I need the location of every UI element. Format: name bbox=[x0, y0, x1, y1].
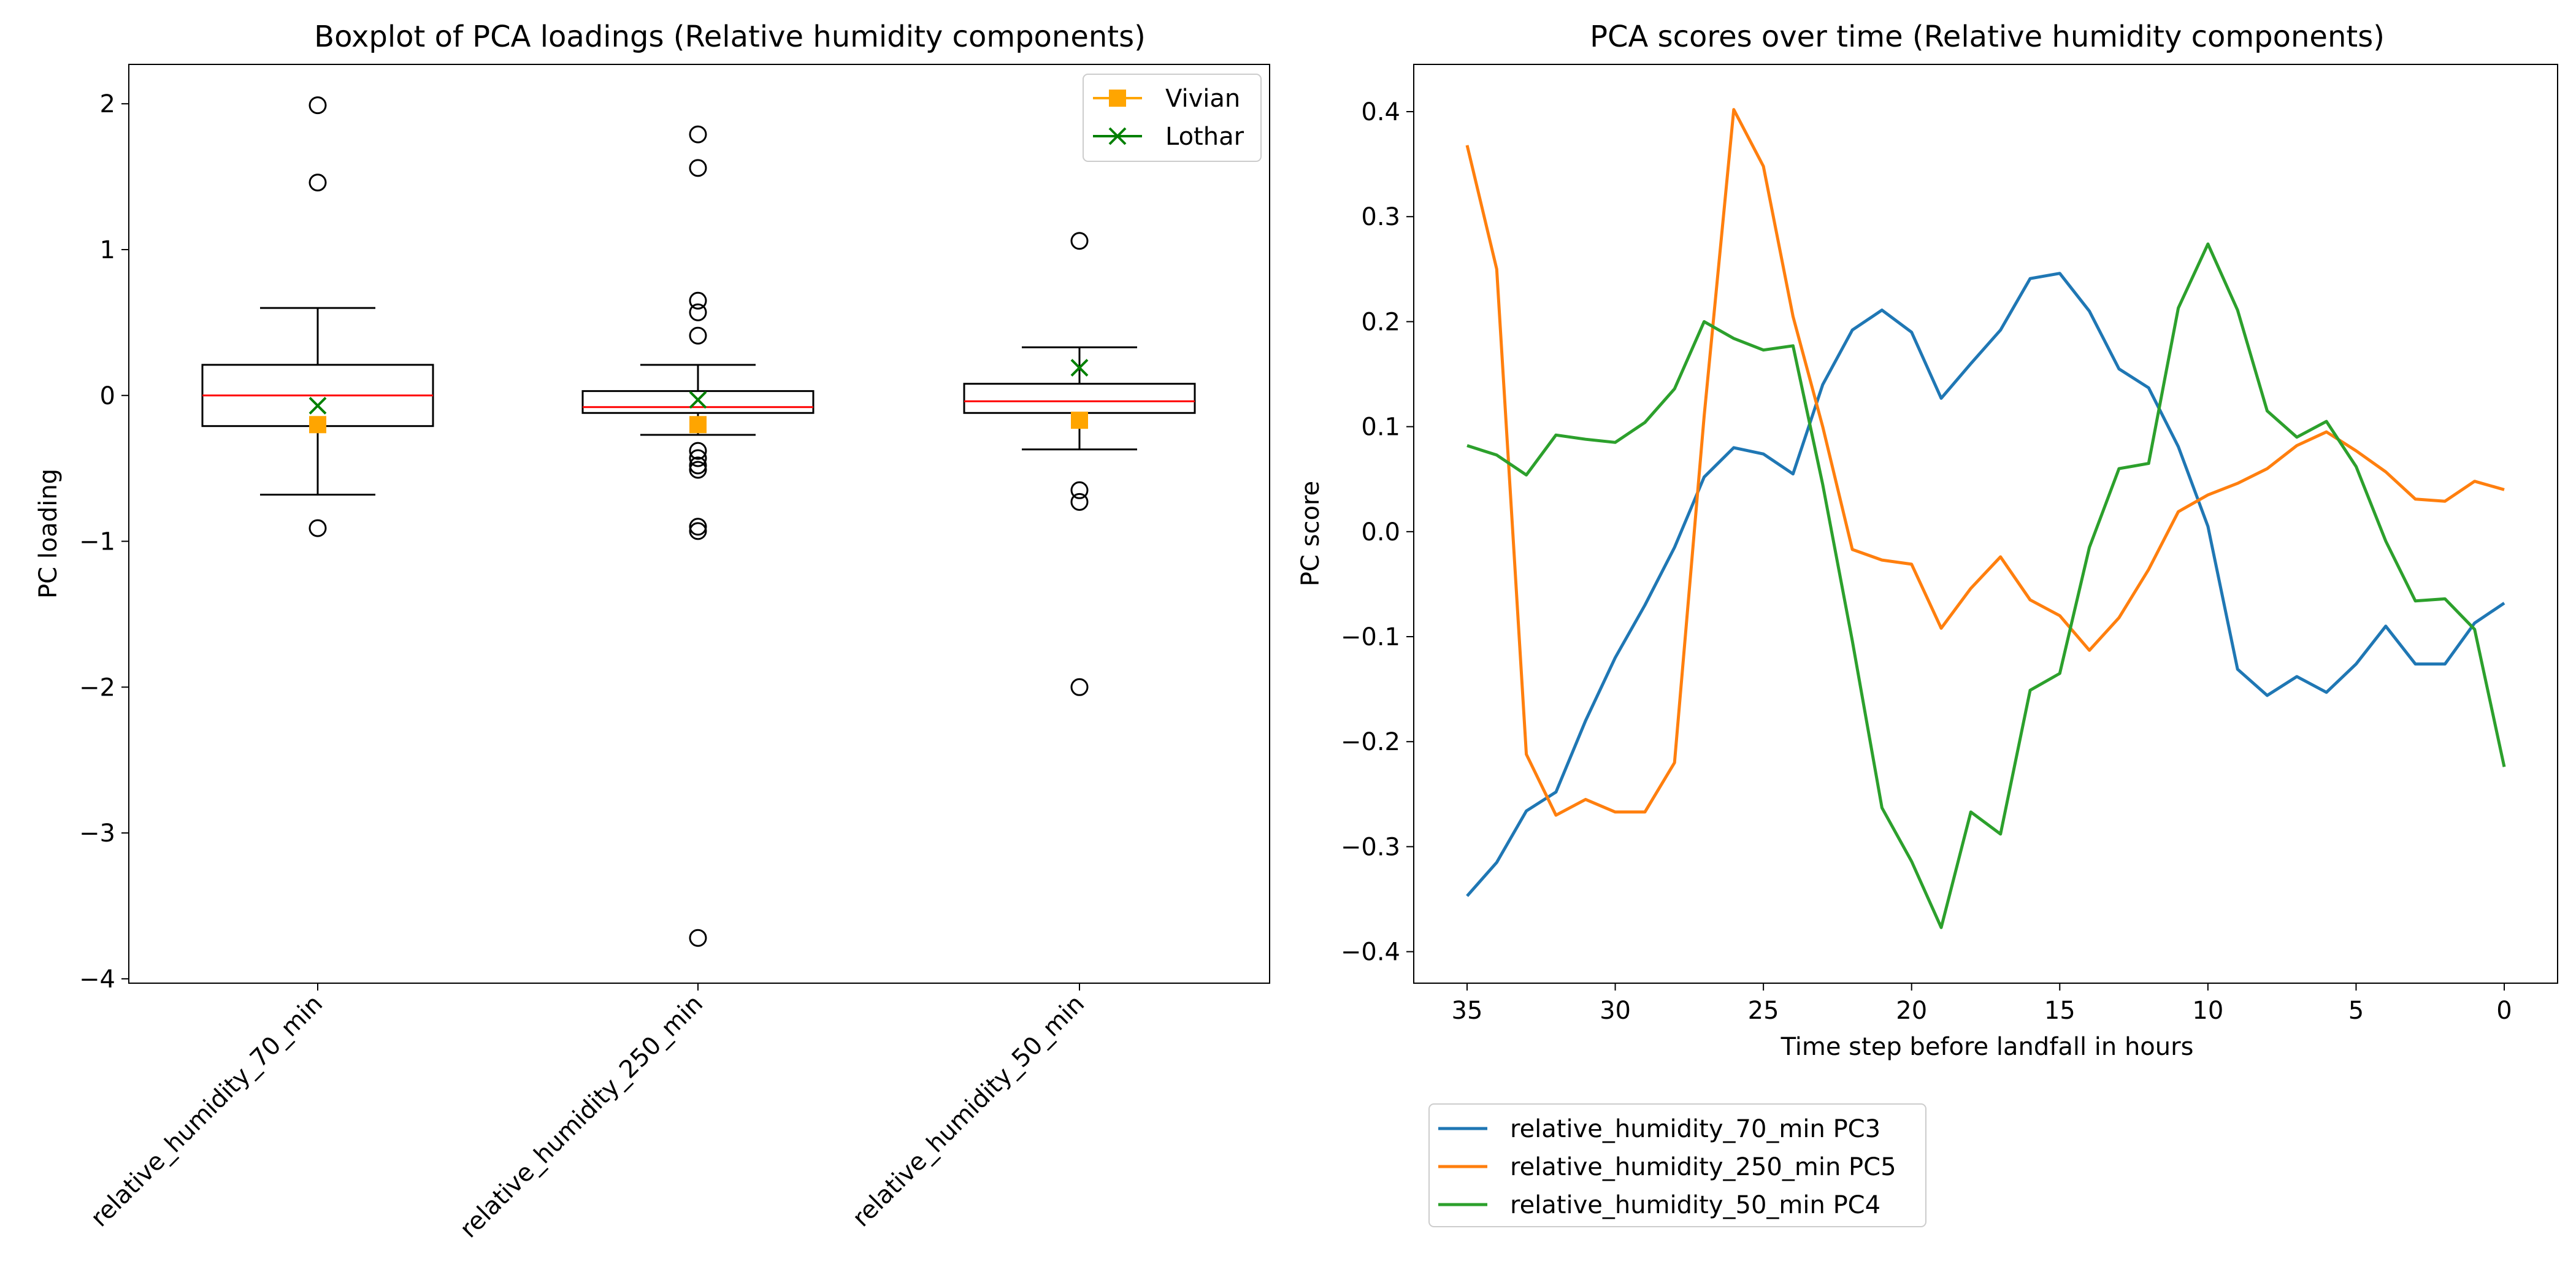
lothar-marker bbox=[309, 396, 327, 415]
outlier-point bbox=[309, 174, 327, 192]
outlier-point bbox=[689, 461, 707, 479]
y-tick-label: −0.1 bbox=[1341, 623, 1400, 651]
y-tick-label: −0.4 bbox=[1341, 938, 1400, 967]
legend-label: relative_humidity_250_min PC5 bbox=[1510, 1153, 1896, 1181]
outlier-point bbox=[689, 303, 707, 321]
y-tick-label: 0.0 bbox=[1361, 518, 1400, 546]
line-chart-title: PCA scores over time (Relative humidity … bbox=[1590, 20, 2385, 54]
outlier-point bbox=[1070, 678, 1089, 696]
outlier-point bbox=[1070, 232, 1089, 250]
line-chart-legend: relative_humidity_70_min PC3 relative_hum… bbox=[1428, 1103, 1926, 1227]
y-tick-label: −1 bbox=[79, 528, 115, 556]
outlier-point bbox=[309, 96, 327, 115]
legend-label: relative_humidity_70_min PC3 bbox=[1510, 1115, 1880, 1143]
line-chart-x-axis-label: Time step before landfall in hours bbox=[1781, 1033, 2194, 1061]
box-relative_humidity_250_min bbox=[581, 125, 815, 947]
outlier-point bbox=[309, 519, 327, 537]
y-tick-label: −0.3 bbox=[1341, 833, 1400, 861]
legend-frame bbox=[1083, 74, 1262, 162]
x-tick-label: 15 bbox=[2044, 997, 2076, 1025]
lothar-marker bbox=[1070, 359, 1089, 377]
x-tick-label: 5 bbox=[2348, 997, 2364, 1025]
outlier-point bbox=[689, 291, 707, 310]
x-tick-label: 35 bbox=[1452, 997, 1483, 1025]
line-chart-panel: PCA scores over time (Relative humidity … bbox=[1297, 20, 2558, 1227]
legend-label: Lothar bbox=[1165, 123, 1244, 151]
outlier-point bbox=[689, 449, 707, 467]
legend-frame bbox=[1428, 1103, 1926, 1227]
lothar-marker bbox=[689, 391, 707, 409]
boxplot-title: Boxplot of PCA loadings (Relative humidi… bbox=[314, 20, 1146, 54]
x-tick-label: 10 bbox=[2192, 997, 2223, 1025]
y-tick-label: 0 bbox=[100, 382, 115, 410]
box-iqr bbox=[581, 390, 815, 414]
line-chart-axes-frame bbox=[1413, 64, 2558, 984]
y-tick-label: 2 bbox=[100, 90, 115, 118]
y-tick-label: 0.2 bbox=[1361, 308, 1400, 336]
x-tick-label: 25 bbox=[1748, 997, 1779, 1025]
y-tick-label: −4 bbox=[79, 965, 115, 994]
legend-marker-vivian bbox=[1109, 90, 1126, 107]
y-tick-label: −2 bbox=[79, 673, 115, 702]
legend-label: Vivian bbox=[1165, 85, 1240, 113]
series-line-1 bbox=[1466, 272, 2505, 897]
y-tick-label: 0.3 bbox=[1361, 203, 1400, 231]
y-tick-label: 0.1 bbox=[1361, 413, 1400, 442]
x-tick-label: 30 bbox=[1600, 997, 1631, 1025]
boxplot-axes-frame bbox=[128, 64, 1270, 984]
outlier-point bbox=[689, 522, 707, 540]
outlier-point bbox=[689, 326, 707, 345]
outlier-point bbox=[689, 159, 707, 177]
outlier-point bbox=[689, 125, 707, 144]
x-tick-label: 0 bbox=[2496, 997, 2512, 1025]
series-line-3 bbox=[1466, 242, 2506, 929]
line-chart-y-axis-label: PC score bbox=[1297, 481, 1325, 586]
outlier-point bbox=[689, 456, 707, 475]
legend-label: relative_humidity_50_min PC4 bbox=[1510, 1191, 1880, 1219]
y-tick-label: −0.2 bbox=[1341, 728, 1400, 756]
outlier-point bbox=[689, 929, 707, 947]
line-chart-plot-area: −0.4 −0.3 −0.2 −0.1 0.0 0.1 0.2 0.3 0.4 35 30 25 20 1… bbox=[1341, 64, 2558, 1227]
y-tick-label: −3 bbox=[79, 819, 115, 848]
y-tick-label: 1 bbox=[100, 236, 115, 264]
outlier-point bbox=[689, 518, 707, 536]
legend-marker-lothar bbox=[1108, 127, 1127, 145]
outlier-point bbox=[1070, 493, 1089, 511]
vivian-marker bbox=[689, 416, 707, 434]
vivian-marker bbox=[1071, 412, 1088, 429]
series-line-2 bbox=[1465, 108, 2505, 817]
boxplot-y-axis-label: PC loading bbox=[34, 469, 63, 599]
x-tick-label: 20 bbox=[1896, 997, 1927, 1025]
outlier-point bbox=[1070, 481, 1089, 499]
boxplot-legend: Vivian Lothar bbox=[1083, 74, 1262, 162]
y-tick-label: 0.4 bbox=[1361, 98, 1400, 126]
vivian-marker bbox=[309, 416, 326, 434]
outlier-point bbox=[689, 442, 707, 460]
